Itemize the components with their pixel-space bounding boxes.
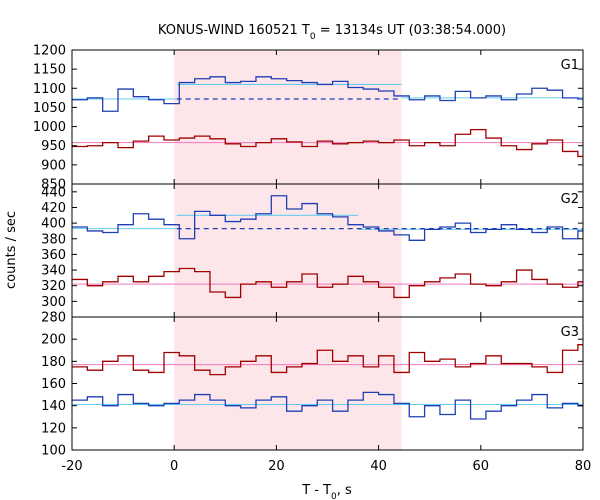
y-tick-label: 1200 <box>33 44 66 59</box>
y-tick-label: 400 <box>41 217 66 232</box>
x-tick-label: 60 <box>473 459 490 474</box>
y-tick-label: 340 <box>41 264 66 279</box>
y-tick-label: 120 <box>41 421 66 436</box>
y-tick-label: 160 <box>41 377 66 392</box>
y-tick-label: 380 <box>41 232 66 247</box>
y-tick-label: 100 <box>41 444 66 459</box>
y-tick-label: 900 <box>41 158 66 173</box>
panel-label: G3 <box>561 325 579 340</box>
x-tick-label: 40 <box>370 459 387 474</box>
y-tick-label: 200 <box>41 333 66 348</box>
series-line-blue <box>72 195 583 241</box>
x-tick-label: 80 <box>575 459 592 474</box>
y-tick-label: 1000 <box>33 120 66 135</box>
panel-plot-area <box>72 195 583 299</box>
x-tick-label: -20 <box>61 459 82 474</box>
y-tick-label: 1050 <box>33 101 66 116</box>
series-line-red <box>72 344 583 376</box>
y-tick-label: 950 <box>41 139 66 154</box>
series-line-red <box>72 128 583 158</box>
series-line-red <box>72 267 583 299</box>
x-tick-label: 20 <box>268 459 285 474</box>
y-tick-label: 440 <box>41 185 66 200</box>
panels-layer: 85090095010001050110011501200G1280300320… <box>33 44 591 475</box>
y-tick-label: 850 <box>41 178 66 193</box>
y-tick-label: 180 <box>41 355 66 370</box>
y-tick-label: 320 <box>41 279 66 294</box>
y-tick-label: 280 <box>41 311 66 326</box>
shaded-interval <box>174 50 402 450</box>
series-line-blue <box>72 391 583 420</box>
series-line-blue <box>72 76 583 112</box>
y-tick-label: 360 <box>41 248 66 263</box>
y-axis-label: counts / sec <box>4 211 19 289</box>
y-tick-label: 300 <box>41 295 66 310</box>
chart-title: KONUS-WIND 160521 T0 = 13134s UT (03:38:… <box>158 23 506 42</box>
panel-label: G1 <box>561 58 579 73</box>
panel-plot-area <box>72 344 583 420</box>
panel-g3: 100 120 140 160 180 200 G3 <box>41 316 584 459</box>
panel-g1: 850 900 950 1000 1050 1100 1150 1200 G1 <box>33 44 584 193</box>
x-tick-label: 0 <box>170 459 178 474</box>
x-axis-label: T - T0, s <box>301 483 352 500</box>
y-tick-label: 420 <box>41 201 66 216</box>
panel-plot-area <box>72 76 583 158</box>
y-tick-label: 1150 <box>33 63 66 78</box>
y-tick-label: 140 <box>41 399 66 414</box>
y-tick-label: 1100 <box>33 82 66 97</box>
panel-label: G2 <box>561 192 579 207</box>
